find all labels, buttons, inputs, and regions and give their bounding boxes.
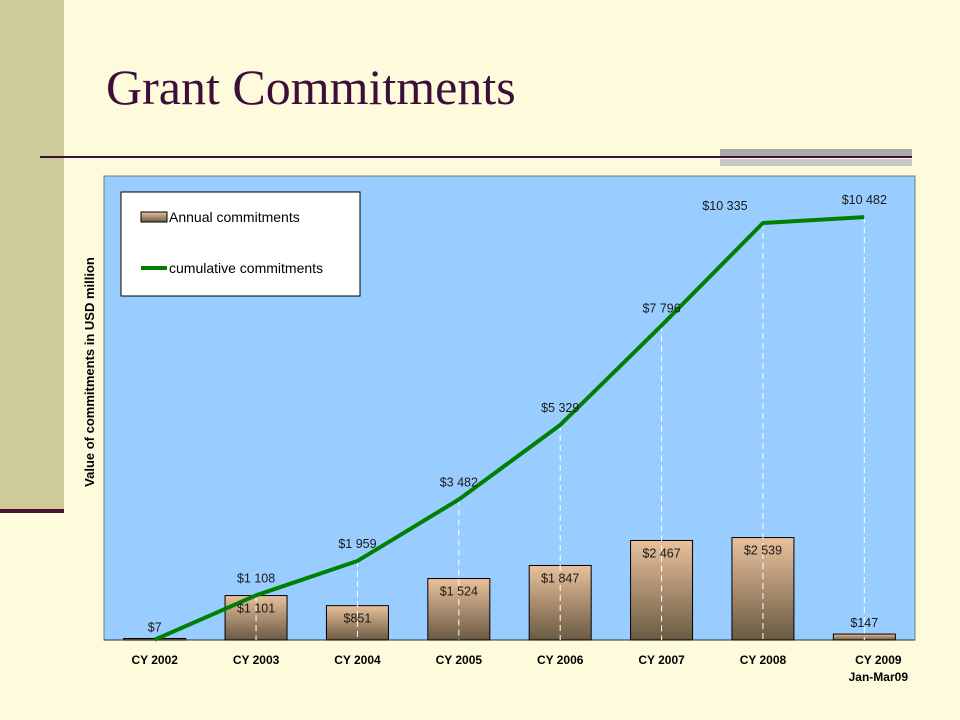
legend-label-annual: Annual commitments bbox=[169, 209, 300, 225]
cumulative-value-label: $1 959 bbox=[338, 537, 376, 551]
legend: Annual commitments cumulative commitments bbox=[120, 191, 361, 297]
slide-title: Grant Commitments bbox=[106, 59, 516, 115]
title-accent-bar-shadow bbox=[720, 159, 912, 166]
bar-value-label: $7 bbox=[148, 621, 162, 635]
x-tick-label: Jan-Mar09 bbox=[849, 670, 909, 684]
y-axis-label: Value of commitments in USD million bbox=[82, 257, 97, 487]
legend-swatch-annual bbox=[140, 211, 168, 223]
cumulative-value-label: $10 482 bbox=[842, 193, 887, 207]
cumulative-value-label: $3 482 bbox=[440, 476, 478, 490]
bar-value-label: $851 bbox=[344, 612, 372, 626]
x-tick-label: CY 2008 bbox=[740, 653, 787, 667]
x-tick-label: CY 2007 bbox=[638, 653, 685, 667]
x-tick-label: CY 2006 bbox=[537, 653, 584, 667]
cumulative-value-label: $10 335 bbox=[702, 199, 747, 213]
bar-value-label: $1 101 bbox=[237, 602, 275, 616]
bar-value-label: $1 524 bbox=[440, 585, 478, 599]
bar-value-label: $147 bbox=[850, 616, 878, 630]
title-rule bbox=[40, 156, 912, 158]
x-tick-label: CY 2005 bbox=[436, 653, 483, 667]
cumulative-value-label: $1 108 bbox=[237, 571, 275, 585]
side-band bbox=[0, 0, 64, 510]
title-accent-bar bbox=[720, 149, 912, 156]
bar-value-label: $2 539 bbox=[744, 544, 782, 558]
side-accent bbox=[0, 509, 64, 513]
x-tick-label: CY 2003 bbox=[233, 653, 280, 667]
cumulative-value-label: $5 329 bbox=[541, 401, 579, 415]
cumulative-commitments-line bbox=[153, 215, 865, 642]
legend-box bbox=[120, 191, 361, 297]
x-tick-label: CY 2002 bbox=[131, 653, 178, 667]
bar-value-label: $1 847 bbox=[541, 571, 579, 585]
bar-value-label: $2 467 bbox=[642, 546, 680, 560]
x-tick-label: CY 2004 bbox=[334, 653, 381, 667]
x-tick-label: CY 2009 bbox=[855, 653, 902, 667]
legend-label-cumulative: cumulative commitments bbox=[169, 260, 323, 276]
cumulative-value-label: $7 796 bbox=[642, 301, 680, 315]
